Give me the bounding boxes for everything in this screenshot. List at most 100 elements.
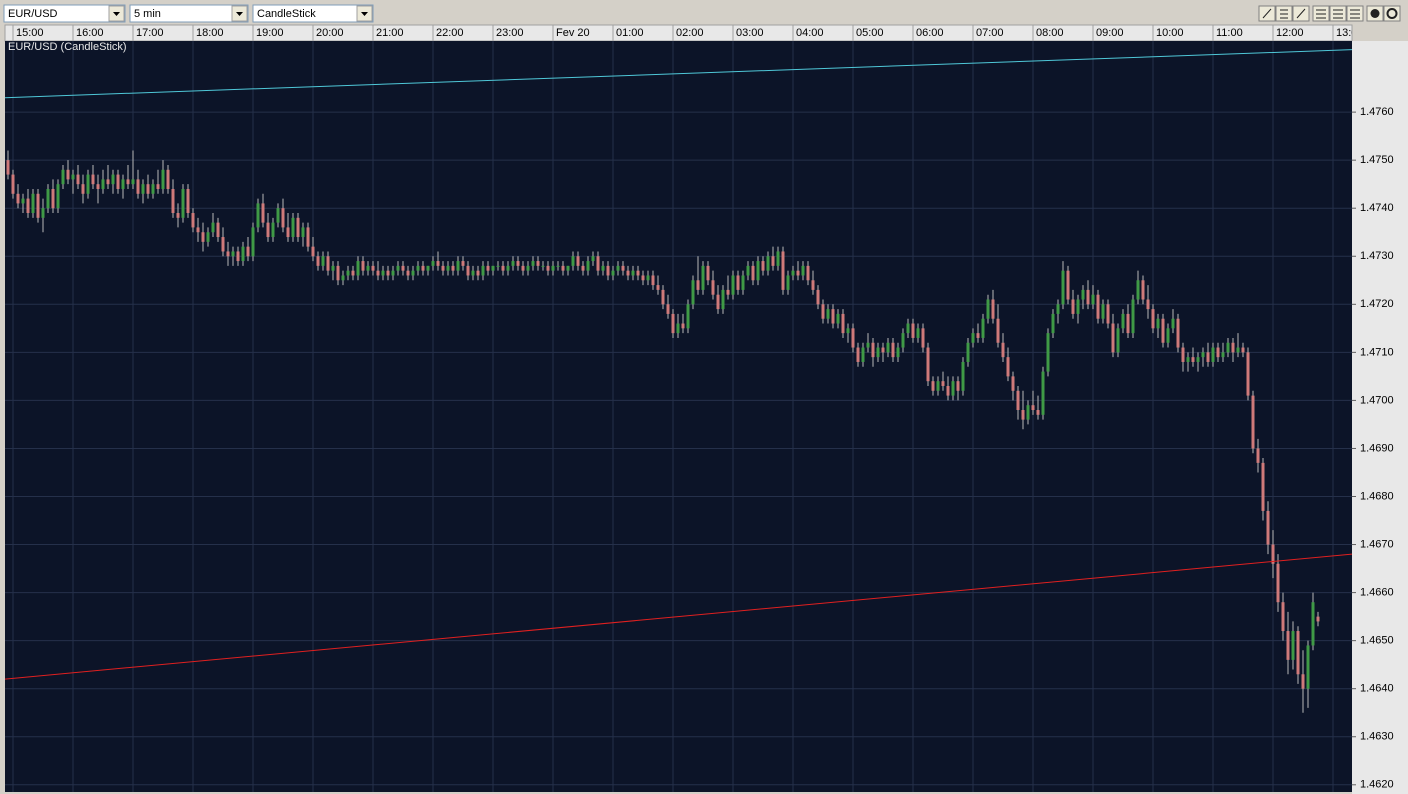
- candle-body: [181, 188, 185, 218]
- candle-body: [176, 213, 180, 218]
- candle-body: [461, 261, 465, 266]
- candle-body: [916, 328, 920, 338]
- candle-body: [306, 227, 310, 247]
- x-tick-label: 16:00: [76, 27, 104, 39]
- candle-body: [196, 227, 200, 233]
- symbol: EUR/USD: [8, 8, 58, 20]
- candle-body: [66, 169, 70, 180]
- candle-body: [316, 256, 320, 266]
- candle-body: [51, 188, 55, 209]
- x-tick-label: 04:00: [796, 27, 824, 39]
- candle-body: [621, 265, 625, 271]
- candle-body: [1116, 328, 1120, 353]
- candle-body: [486, 265, 490, 271]
- candle-body: [171, 188, 175, 214]
- candle-body: [411, 270, 415, 276]
- candle-body: [146, 184, 150, 194]
- candle-body: [1166, 328, 1170, 343]
- candle-body: [1156, 318, 1160, 329]
- candle-body: [106, 179, 110, 185]
- candle-body: [1066, 270, 1070, 300]
- candle-body: [376, 270, 380, 276]
- candle-body: [1206, 352, 1210, 362]
- candle-body: [1171, 318, 1175, 329]
- x-tick-label: 20:00: [316, 27, 344, 39]
- candle-body: [626, 270, 630, 276]
- candle-body: [636, 270, 640, 276]
- candle-body: [526, 265, 530, 271]
- candle-body: [136, 179, 140, 194]
- candle-body: [926, 347, 930, 382]
- candle-body: [811, 280, 815, 290]
- candle-body: [1201, 352, 1205, 358]
- candle-body: [1121, 313, 1125, 329]
- candle-body: [796, 270, 800, 276]
- candle-body: [201, 232, 205, 242]
- candle-body: [646, 275, 650, 281]
- candle-body: [431, 261, 435, 266]
- candle-body: [351, 270, 355, 276]
- candle-body: [846, 328, 850, 334]
- candle-body: [656, 285, 660, 290]
- candle-body: [581, 265, 585, 271]
- candle-body: [476, 270, 480, 276]
- candle-body: [1236, 347, 1240, 353]
- candle-body: [76, 174, 80, 185]
- x-tick-label: 02:00: [676, 27, 704, 39]
- y-tick-label: 1.4750: [1360, 154, 1394, 166]
- candle-body: [366, 265, 370, 271]
- candle-body: [26, 198, 30, 214]
- candle-body: [666, 304, 670, 314]
- candle-body: [281, 208, 285, 228]
- candle-body: [31, 193, 35, 214]
- chart-type-select[interactable]: [252, 4, 374, 23]
- candle-body: [1006, 357, 1010, 377]
- candle-body: [271, 222, 275, 238]
- candle-body: [101, 179, 105, 189]
- candle-body: [386, 270, 390, 276]
- x-tick-label: 07:00: [976, 27, 1004, 39]
- candle-body: [741, 275, 745, 290]
- candle-body: [36, 193, 40, 218]
- symbol-select[interactable]: [3, 4, 126, 23]
- candle-body: [681, 323, 685, 329]
- x-tick-label: 12:00: [1276, 27, 1304, 39]
- candle-body: [1046, 333, 1050, 372]
- candle-body: [46, 188, 50, 209]
- candle-body: [766, 256, 770, 271]
- candle-body: [801, 265, 805, 276]
- y-tick-label: 1.4740: [1360, 202, 1394, 214]
- candle-body: [446, 265, 450, 271]
- candle-body: [1176, 318, 1180, 348]
- candle-body: [1101, 304, 1105, 319]
- candle-body: [956, 381, 960, 391]
- x-tick-label: Fev 20: [556, 27, 590, 39]
- candle-body: [401, 265, 405, 271]
- plot-area: [5, 41, 1352, 792]
- candle-body: [931, 381, 935, 391]
- candle-body: [381, 270, 385, 276]
- candle-body: [1071, 299, 1075, 314]
- interval-select[interactable]: [129, 4, 249, 23]
- y-tick-label: 1.4680: [1360, 490, 1394, 502]
- x-tick-label: 11:00: [1216, 27, 1243, 39]
- x-tick-label: 13:00: [1336, 27, 1364, 39]
- y-tick-label: 1.4730: [1360, 250, 1394, 262]
- x-tick-label: 01:00: [616, 27, 644, 39]
- candle-body: [726, 289, 730, 295]
- x-tick-label: 22:00: [436, 27, 464, 39]
- toolbar-icons: [1262, 8, 1360, 19]
- candle-body: [356, 261, 360, 276]
- candle-body: [266, 222, 270, 238]
- candle-body: [1091, 294, 1095, 305]
- candle-body: [721, 289, 725, 310]
- candle-body: [791, 270, 795, 276]
- candle-body: [686, 304, 690, 329]
- interval: 5 min: [134, 8, 161, 20]
- candle-body: [706, 265, 710, 281]
- candle-body: [421, 265, 425, 271]
- candle-body: [611, 270, 615, 276]
- candle-body: [11, 174, 15, 194]
- candle-body: [531, 261, 535, 266]
